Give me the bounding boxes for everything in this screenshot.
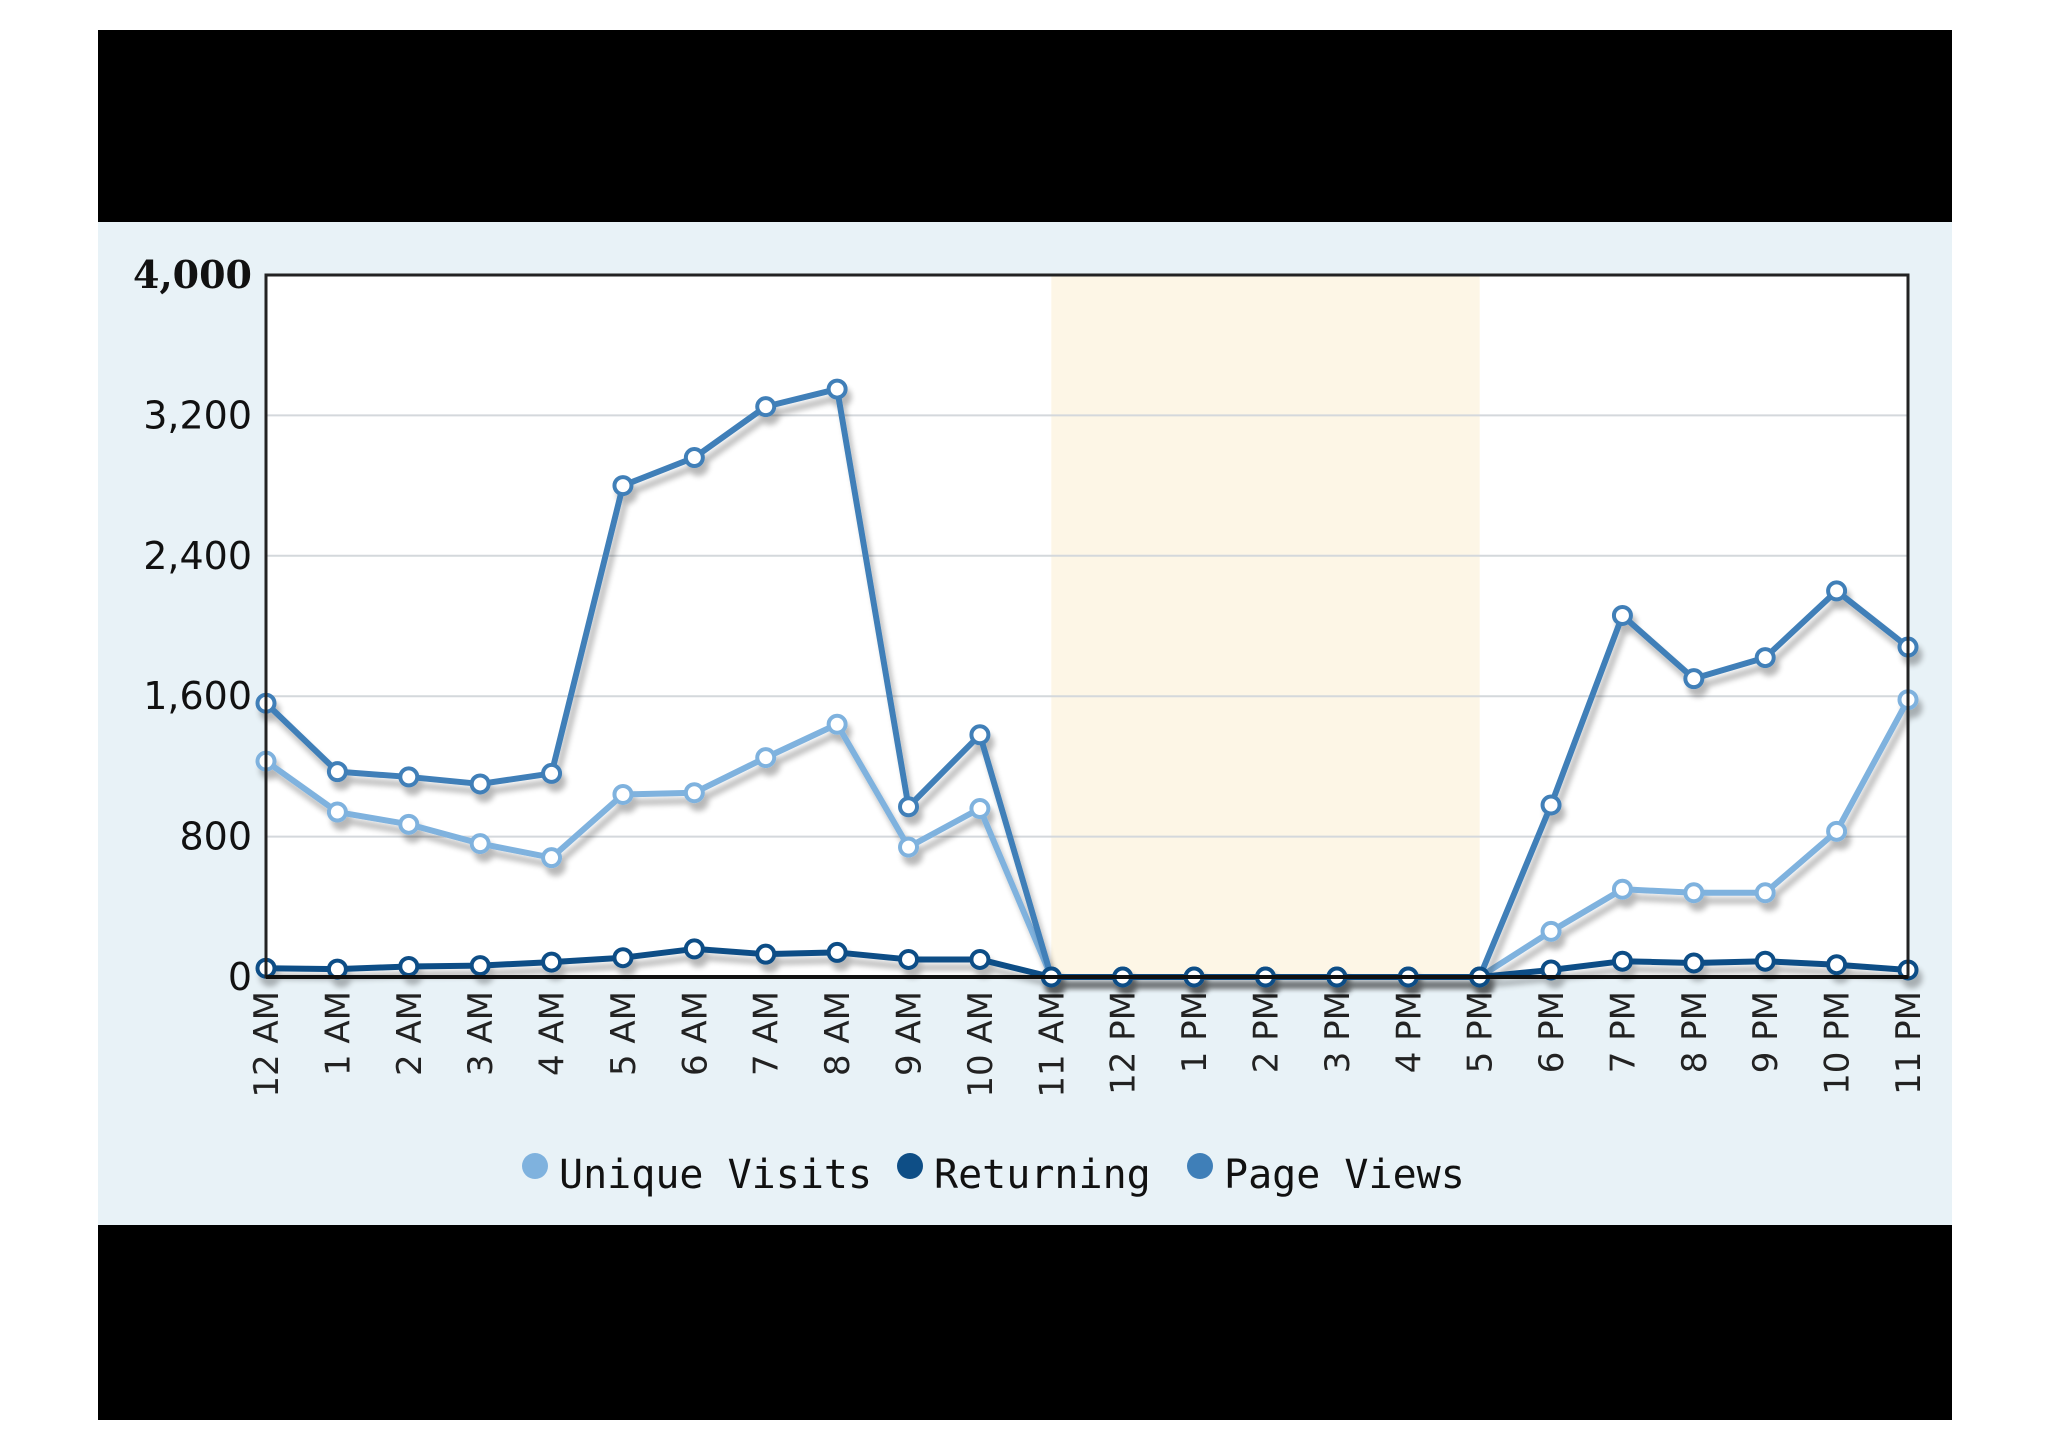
data-point: [1826, 580, 1848, 602]
y-tick-label: 4,000: [133, 252, 252, 297]
x-tick-label: 12 AM: [247, 991, 287, 1098]
y-tick-label: 0: [228, 955, 252, 999]
x-tick-label: 8 AM: [818, 991, 858, 1076]
data-point: [683, 938, 705, 960]
x-tick-label: 10 PM: [1818, 991, 1858, 1095]
data-point: [1683, 882, 1705, 904]
data-point: [469, 773, 491, 795]
x-tick-label: 11 AM: [1032, 991, 1072, 1098]
data-point: [1683, 952, 1705, 974]
y-tick-label: 800: [179, 815, 252, 859]
x-tick-label: 12 PM: [1104, 991, 1144, 1095]
data-point: [969, 724, 991, 746]
data-point: [683, 782, 705, 804]
x-tick-label: 8 PM: [1675, 991, 1715, 1073]
x-tick-label: 1 AM: [318, 991, 358, 1076]
legend-marker: [1187, 1153, 1213, 1179]
highlight-band: [1051, 275, 1480, 977]
data-point: [755, 943, 777, 965]
x-tick-label: 7 PM: [1603, 991, 1643, 1073]
x-tick-label: 5 AM: [604, 991, 644, 1076]
data-point: [1754, 647, 1776, 669]
data-point: [826, 941, 848, 963]
x-tick-label: 3 AM: [461, 991, 501, 1076]
data-point: [398, 813, 420, 835]
data-point: [1540, 794, 1562, 816]
data-point: [755, 747, 777, 769]
data-point: [969, 798, 991, 820]
legend-marker: [522, 1153, 548, 1179]
legend-item: Page Views: [1187, 1152, 1465, 1198]
data-point: [326, 761, 348, 783]
data-point: [1826, 820, 1848, 842]
data-point: [541, 847, 563, 869]
x-tick-label: 3 PM: [1318, 991, 1358, 1073]
data-point: [469, 955, 491, 977]
data-point: [1754, 882, 1776, 904]
data-point: [1611, 950, 1633, 972]
x-tick-label: 11 PM: [1889, 991, 1929, 1095]
x-tick-label: 1 PM: [1175, 991, 1215, 1073]
x-tick-label: 10 AM: [961, 991, 1001, 1098]
data-point: [1611, 878, 1633, 900]
data-point: [1540, 920, 1562, 942]
x-tick-label: 6 AM: [675, 991, 715, 1076]
legend-label: Page Views: [1224, 1152, 1465, 1198]
data-point: [683, 447, 705, 469]
legend-label: Returning: [934, 1152, 1151, 1198]
data-point: [826, 713, 848, 735]
data-point: [1754, 950, 1776, 972]
data-point: [1826, 954, 1848, 976]
data-point: [898, 796, 920, 818]
legend: Unique Visits Returning Page Views: [522, 1152, 1465, 1198]
grid-lines: [266, 414, 1908, 838]
x-tick-label: 5 PM: [1461, 991, 1501, 1073]
x-tick-label: 9 AM: [890, 991, 930, 1076]
x-tick-label: 2 PM: [1246, 991, 1286, 1073]
data-point: [398, 766, 420, 788]
x-tick-label: 4 AM: [533, 991, 573, 1076]
x-tick-label: 2 AM: [390, 991, 430, 1076]
x-tick-label: 7 AM: [747, 991, 787, 1076]
data-point: [1611, 604, 1633, 626]
x-tick-label: 4 PM: [1389, 991, 1429, 1073]
x-axis-tick-labels: 12 AM 1 AM 2 AM 3 AM 4 AM 5 AM 6 AM 7 AM 8 AM 9 A…: [247, 991, 1929, 1098]
x-tick-label: 9 PM: [1746, 991, 1786, 1073]
legend-item: Returning: [897, 1152, 1151, 1198]
y-tick-label: 1,600: [143, 674, 252, 718]
y-tick-label: 3,200: [143, 393, 252, 437]
legend-label: Unique Visits: [559, 1152, 872, 1198]
data-point: [469, 833, 491, 855]
data-point: [898, 836, 920, 858]
data-point: [612, 783, 634, 805]
data-point: [541, 762, 563, 784]
data-point: [398, 955, 420, 977]
legend-item: Unique Visits: [522, 1152, 872, 1198]
y-tick-label: 2,400: [143, 534, 252, 578]
data-point: [826, 378, 848, 400]
data-point: [755, 396, 777, 418]
x-tick-label: 6 PM: [1532, 991, 1572, 1073]
data-point: [1683, 668, 1705, 690]
legend-marker: [897, 1153, 923, 1179]
data-point: [541, 951, 563, 973]
data-point: [612, 475, 634, 497]
data-point: [898, 948, 920, 970]
data-point: [326, 801, 348, 823]
data-point: [612, 947, 634, 969]
data-point: [969, 948, 991, 970]
y-axis-tick-labels: 0 800 1,600 2,400 3,200 4,000: [133, 252, 252, 999]
